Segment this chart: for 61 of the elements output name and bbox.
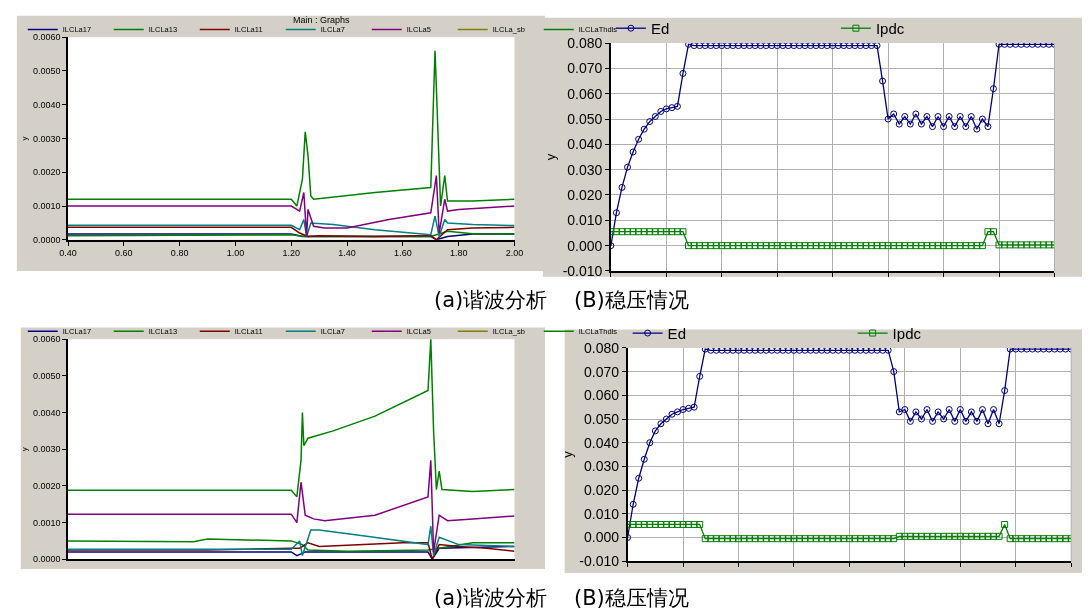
- y-tick-label: 0.060: [567, 85, 603, 102]
- x-tick-label: 1.60: [394, 248, 412, 259]
- y-tick-label: 0.060: [584, 387, 620, 404]
- y-tick-label: 0.0040: [32, 99, 61, 110]
- x-tick-label: 0.80: [170, 248, 189, 259]
- legend-label: Ed: [667, 324, 686, 342]
- line-series: [68, 174, 515, 238]
- x-tick-label: 1.40: [338, 248, 356, 259]
- y-tick-label: 0.000: [584, 529, 620, 546]
- y-tick-label: 0.080: [567, 34, 603, 51]
- line-series: [68, 525, 515, 557]
- y-tick-label: 0.0000: [32, 554, 61, 565]
- y-tick-label: 0.080: [584, 339, 620, 356]
- y-tick-label: 0.0040: [32, 407, 61, 418]
- line-series: [68, 215, 515, 238]
- y-tick-label: 0.040: [567, 136, 603, 153]
- y-axis-title: y: [20, 136, 30, 141]
- y-tick-label: 0.010: [567, 212, 603, 229]
- x-tick-label: 1.00: [226, 248, 245, 259]
- y-tick-label: 0.040: [584, 434, 620, 451]
- y-tick-label: 0.050: [567, 110, 603, 127]
- x-tick-label: 0.60: [115, 248, 133, 259]
- y-tick-label: 0.0050: [32, 370, 61, 381]
- y-tick-label: 0.0050: [32, 66, 61, 77]
- y-tick-label: 0.0000: [32, 234, 61, 245]
- legend-label: Ipdc: [875, 20, 905, 38]
- line-series: [68, 538, 515, 552]
- y-tick-label: 0.0020: [32, 481, 61, 492]
- y-tick-label: 0.030: [567, 161, 603, 178]
- legend-label: Ipdc: [892, 324, 922, 342]
- y-tick-label: -0.010: [562, 262, 603, 279]
- y-tick-label: 0.000: [567, 237, 603, 254]
- y-tick-label: 0.0060: [32, 334, 61, 345]
- x-tick-label: 1.20: [282, 248, 301, 259]
- y-tick-label: -0.010: [579, 553, 620, 570]
- y-axis-title: y: [20, 447, 30, 452]
- y-tick-label: 0.0010: [32, 517, 61, 528]
- y-tick-label: 0.0020: [32, 167, 61, 178]
- line-series: [68, 459, 515, 553]
- text: (a)谐波分析 (B)稳压情况: [434, 586, 689, 610]
- legend-label: Ed: [650, 20, 670, 38]
- y-axis-title: y: [543, 153, 559, 161]
- x-tick-label: 0.40: [59, 248, 77, 259]
- y-tick-label: 0.050: [584, 410, 620, 427]
- y-tick-label: 0.030: [584, 458, 620, 475]
- y-tick-label: 0.0010: [32, 201, 61, 212]
- y-tick-label: 0.010: [584, 505, 620, 522]
- line-series: [68, 339, 515, 498]
- y-tick-label: 0.070: [567, 60, 603, 77]
- y-axis-title: y: [559, 450, 575, 458]
- chart-title: Main : Graphs: [293, 15, 351, 25]
- y-tick-label: 0.020: [584, 482, 620, 499]
- x-tick-label: 1.80: [449, 248, 468, 259]
- y-tick-label: 0.0030: [32, 133, 61, 144]
- line-series: [68, 49, 515, 207]
- y-tick-label: 0.020: [567, 186, 603, 203]
- y-tick-label: 0.0030: [32, 444, 61, 455]
- y-tick-label: 0.070: [584, 363, 620, 380]
- text: (a)谐波分析 (B)稳压情况: [434, 288, 689, 312]
- y-tick-label: 0.0060: [32, 32, 61, 43]
- x-tick-label: 2.00: [505, 248, 524, 259]
